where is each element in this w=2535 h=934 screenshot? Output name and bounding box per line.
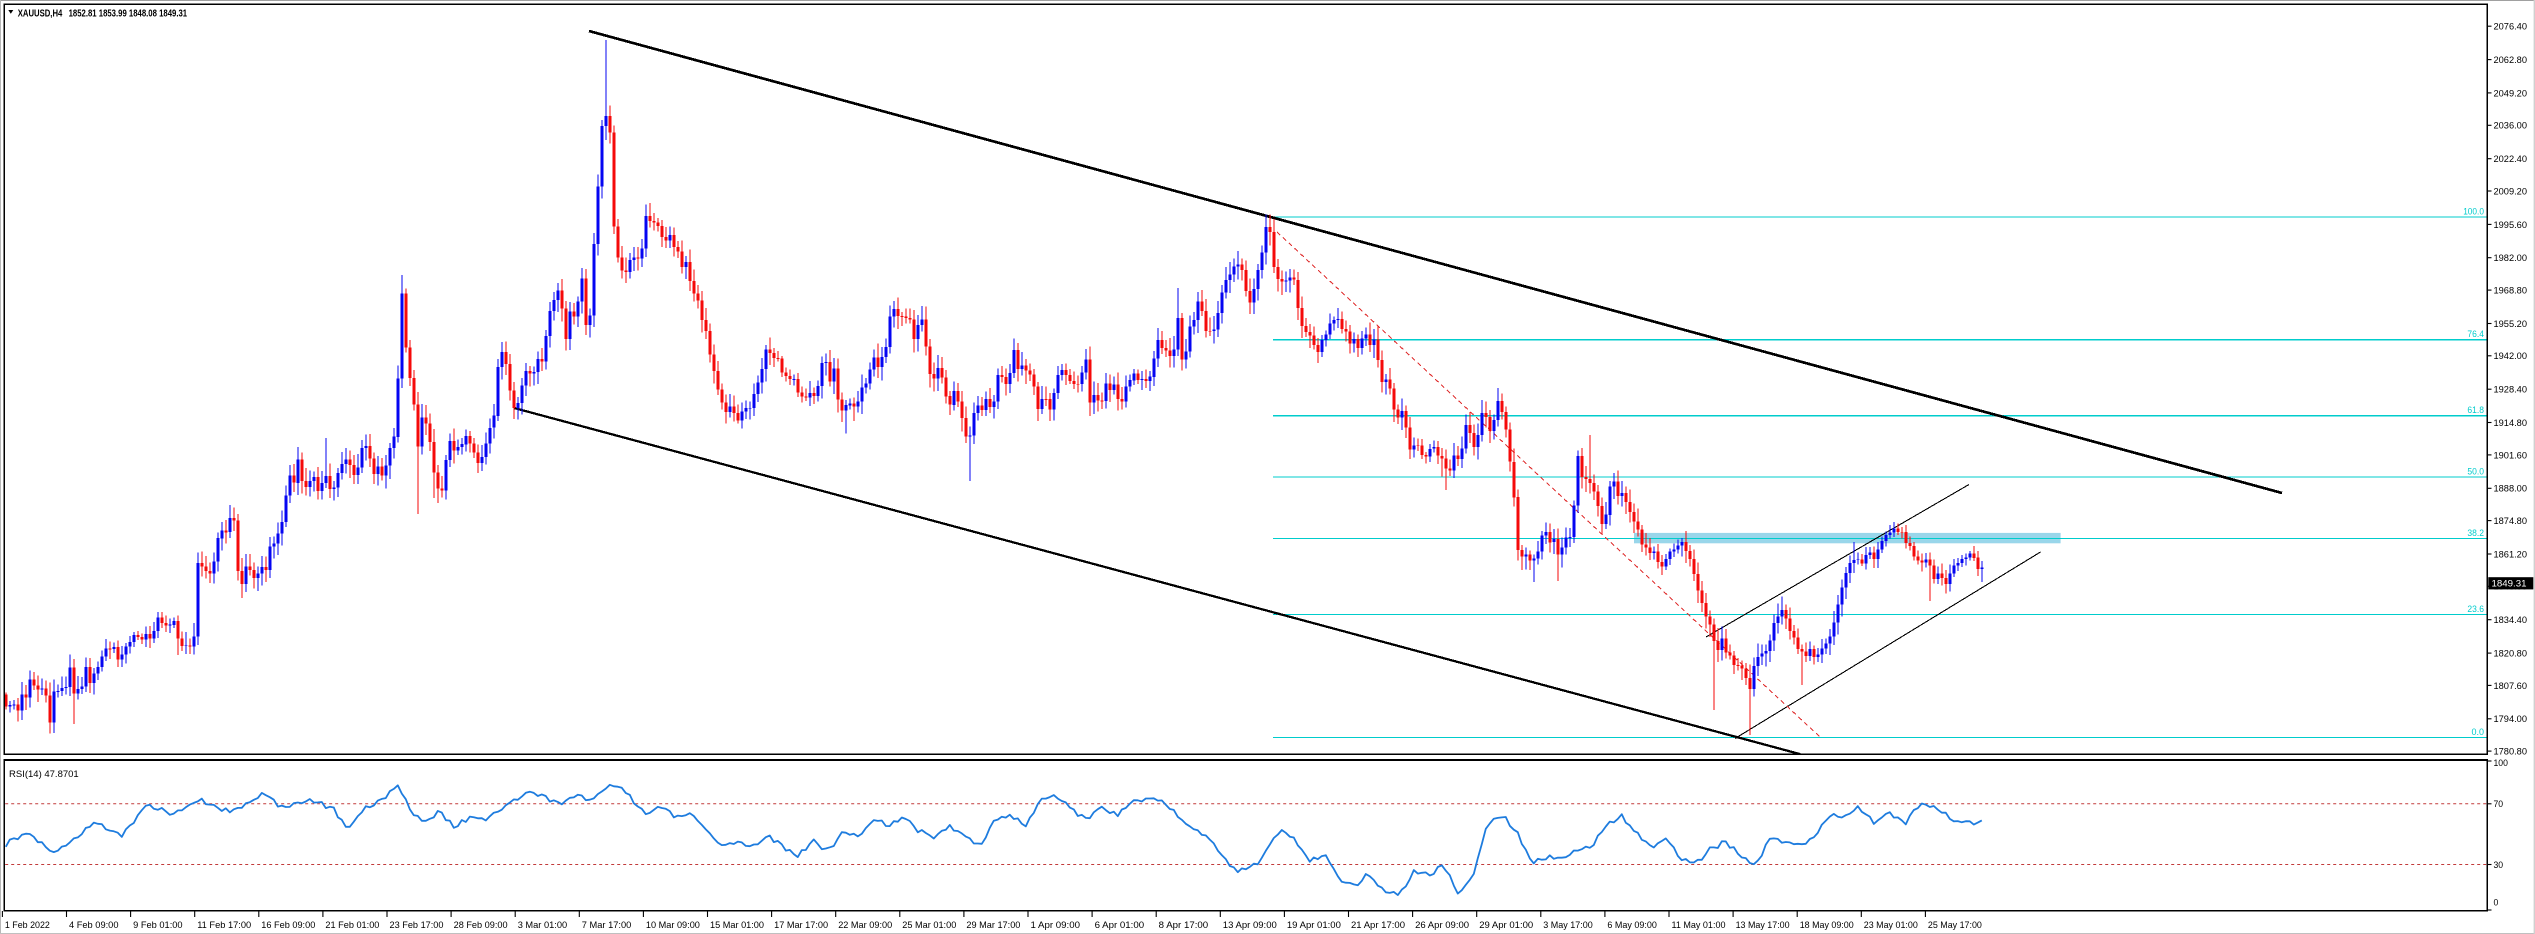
svg-text:18 May 09:00: 18 May 09:00 xyxy=(1800,920,1854,931)
svg-text:1928.40: 1928.40 xyxy=(2494,385,2528,395)
svg-text:2009.20: 2009.20 xyxy=(2494,186,2528,196)
svg-text:50.0: 50.0 xyxy=(2467,467,2484,478)
svg-text:6 Apr 01:00: 6 Apr 01:00 xyxy=(1095,920,1145,931)
svg-text:23.6: 23.6 xyxy=(2467,604,2484,615)
svg-text:11 May 01:00: 11 May 01:00 xyxy=(1672,920,1726,931)
svg-text:1780.80: 1780.80 xyxy=(2494,747,2528,757)
svg-text:6 May 09:00: 6 May 09:00 xyxy=(1607,920,1657,931)
svg-text:13 May 17:00: 13 May 17:00 xyxy=(1736,920,1790,931)
svg-text:1968.80: 1968.80 xyxy=(2494,286,2528,296)
svg-text:7 Mar 17:00: 7 Mar 17:00 xyxy=(582,920,632,931)
svg-text:2076.40: 2076.40 xyxy=(2494,22,2528,32)
svg-text:16 Feb 09:00: 16 Feb 09:00 xyxy=(261,920,315,931)
svg-text:1820.80: 1820.80 xyxy=(2494,649,2528,659)
svg-text:23 May 01:00: 23 May 01:00 xyxy=(1864,920,1918,931)
svg-text:21 Apr 17:00: 21 Apr 17:00 xyxy=(1351,920,1405,931)
svg-text:3 May 17:00: 3 May 17:00 xyxy=(1543,920,1593,931)
svg-text:1 Feb 2022: 1 Feb 2022 xyxy=(5,920,50,931)
svg-text:29 Apr 01:00: 29 Apr 01:00 xyxy=(1479,920,1533,931)
svg-text:22 Mar 09:00: 22 Mar 09:00 xyxy=(838,920,892,931)
svg-text:11 Feb 17:00: 11 Feb 17:00 xyxy=(197,920,251,931)
svg-text:23 Feb 17:00: 23 Feb 17:00 xyxy=(390,920,444,931)
svg-text:XAUUSD,H4: XAUUSD,H4 xyxy=(18,8,63,19)
svg-text:3 Mar 01:00: 3 Mar 01:00 xyxy=(518,920,568,931)
svg-text:1807.60: 1807.60 xyxy=(2494,681,2528,691)
svg-text:1942.00: 1942.00 xyxy=(2494,351,2528,361)
svg-text:61.8: 61.8 xyxy=(2467,405,2484,416)
svg-text:17 Mar 17:00: 17 Mar 17:00 xyxy=(774,920,828,931)
svg-text:1874.80: 1874.80 xyxy=(2494,516,2528,526)
svg-text:2022.40: 2022.40 xyxy=(2494,154,2528,164)
svg-text:25 Mar 01:00: 25 Mar 01:00 xyxy=(902,920,956,931)
svg-text:100.0: 100.0 xyxy=(2463,206,2484,217)
svg-text:38.2: 38.2 xyxy=(2467,528,2484,539)
svg-text:1982.00: 1982.00 xyxy=(2494,253,2528,263)
svg-text:1834.40: 1834.40 xyxy=(2494,615,2528,625)
svg-text:26 Apr 09:00: 26 Apr 09:00 xyxy=(1415,920,1469,931)
svg-text:RSI(14) 47.8701: RSI(14) 47.8701 xyxy=(9,769,79,780)
svg-text:1914.80: 1914.80 xyxy=(2494,418,2528,428)
svg-text:1849.31: 1849.31 xyxy=(2492,579,2527,589)
svg-text:2062.80: 2062.80 xyxy=(2494,55,2528,65)
svg-text:8 Apr 17:00: 8 Apr 17:00 xyxy=(1159,920,1209,931)
svg-text:1852.81 1853.99 1848.08 1849.3: 1852.81 1853.99 1848.08 1849.31 xyxy=(69,8,188,19)
svg-text:2036.00: 2036.00 xyxy=(2494,121,2528,131)
svg-text:29 Mar 17:00: 29 Mar 17:00 xyxy=(966,920,1020,931)
svg-text:1861.20: 1861.20 xyxy=(2494,549,2528,559)
svg-text:76.4: 76.4 xyxy=(2467,329,2484,340)
svg-text:28 Feb 09:00: 28 Feb 09:00 xyxy=(454,920,508,931)
svg-text:13 Apr 09:00: 13 Apr 09:00 xyxy=(1223,920,1277,931)
svg-text:1901.60: 1901.60 xyxy=(2494,450,2528,460)
svg-text:1995.60: 1995.60 xyxy=(2494,220,2528,230)
svg-text:1794.00: 1794.00 xyxy=(2494,714,2528,724)
svg-text:9 Feb 01:00: 9 Feb 01:00 xyxy=(133,920,183,931)
svg-text:30: 30 xyxy=(2494,860,2504,870)
svg-text:19 Apr 01:00: 19 Apr 01:00 xyxy=(1287,920,1341,931)
svg-text:10 Mar 09:00: 10 Mar 09:00 xyxy=(646,920,700,931)
svg-text:1888.00: 1888.00 xyxy=(2494,484,2528,494)
svg-text:0.0: 0.0 xyxy=(2472,727,2485,738)
svg-text:21 Feb 01:00: 21 Feb 01:00 xyxy=(325,920,379,931)
svg-text:25 May 17:00: 25 May 17:00 xyxy=(1928,920,1982,931)
svg-text:1955.20: 1955.20 xyxy=(2494,319,2528,329)
svg-text:1 Apr 09:00: 1 Apr 09:00 xyxy=(1031,920,1081,931)
svg-text:100: 100 xyxy=(2494,758,2508,768)
svg-text:15 Mar 01:00: 15 Mar 01:00 xyxy=(710,920,764,931)
svg-text:0: 0 xyxy=(2494,898,2499,908)
svg-text:4 Feb 09:00: 4 Feb 09:00 xyxy=(69,920,119,931)
svg-text:70: 70 xyxy=(2494,799,2504,809)
svg-text:2049.20: 2049.20 xyxy=(2494,88,2528,98)
